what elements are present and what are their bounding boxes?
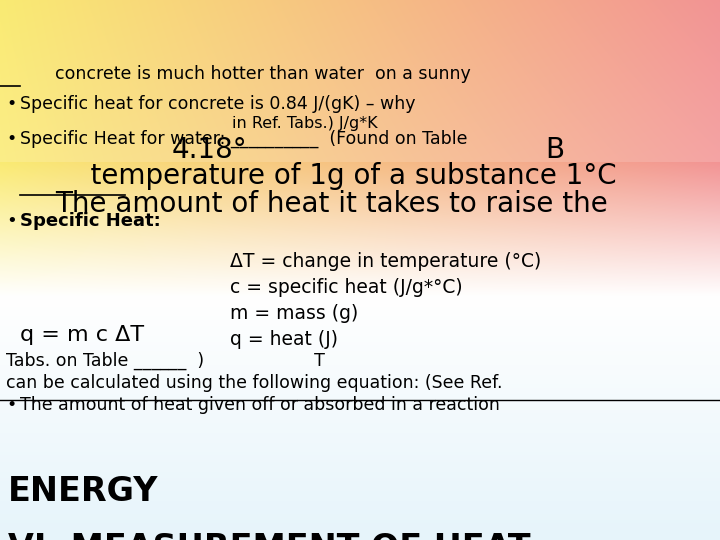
Text: m = mass (g): m = mass (g) — [230, 304, 359, 323]
Text: B: B — [545, 136, 564, 164]
Text: in Ref. Tabs.) J/g*K: in Ref. Tabs.) J/g*K — [232, 116, 377, 131]
Text: •: • — [6, 95, 17, 113]
Text: q = m c ΔT: q = m c ΔT — [20, 325, 144, 345]
Text: •: • — [6, 212, 17, 230]
Text: The amount of heat it takes to raise the: The amount of heat it takes to raise the — [55, 190, 608, 218]
Text: VI. MEASUREMENT OF HEAT: VI. MEASUREMENT OF HEAT — [8, 532, 531, 540]
Text: Specific Heat for water: __________  (Found on Table: Specific Heat for water: __________ (Fou… — [20, 130, 467, 148]
Text: ENERGY: ENERGY — [8, 475, 158, 508]
Text: Tabs. on Table ______  )                    T: Tabs. on Table ______ ) T — [6, 352, 325, 370]
Text: •: • — [6, 396, 17, 414]
Text: q = heat (J): q = heat (J) — [230, 330, 338, 349]
Text: ΔT = change in temperature (°C): ΔT = change in temperature (°C) — [230, 252, 541, 271]
Text: temperature of 1g of a substance 1°C: temperature of 1g of a substance 1°C — [55, 162, 616, 190]
Text: c = specific heat (J/g*°C): c = specific heat (J/g*°C) — [230, 278, 463, 297]
Text: Specific heat for concrete is 0.84 J/(gK) – why: Specific heat for concrete is 0.84 J/(gK… — [20, 95, 415, 113]
Text: The amount of heat given off or absorbed in a reaction: The amount of heat given off or absorbed… — [20, 396, 500, 414]
Text: can be calculated using the following equation: (See Ref.: can be calculated using the following eq… — [6, 374, 503, 392]
Text: •: • — [6, 130, 17, 148]
Text: 4.18°: 4.18° — [172, 136, 248, 164]
Text: Specific Heat:: Specific Heat: — [20, 212, 161, 230]
Text: concrete is much hotter than water  on a sunny: concrete is much hotter than water on a … — [55, 65, 471, 83]
